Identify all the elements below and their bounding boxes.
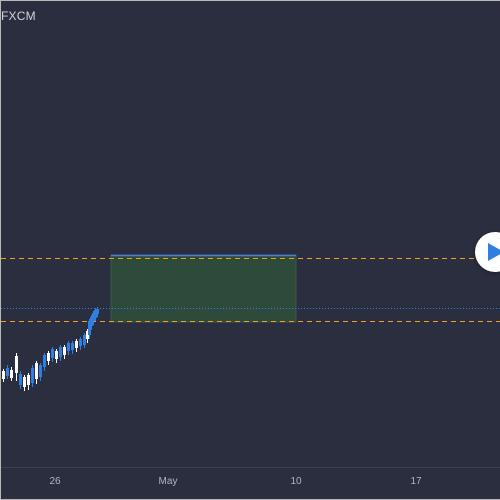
target-zone: [110, 254, 297, 323]
candle-body: [6, 368, 9, 376]
candle-body: [90, 317, 93, 326]
candle-body: [75, 341, 78, 348]
candle-body: [96, 309, 99, 314]
candle-body: [19, 374, 22, 385]
candle-body: [39, 365, 42, 377]
time-tick-1: 26: [49, 476, 61, 487]
candle-body: [88, 321, 91, 335]
play-button[interactable]: [475, 232, 500, 272]
symbol-label: FXCM: [1, 9, 36, 23]
candle-body: [2, 371, 5, 379]
candle-body: [83, 335, 86, 345]
time-tick-4: 17: [410, 476, 422, 487]
time-tick-2: May: [158, 476, 178, 487]
candle-body: [23, 377, 26, 387]
candle-body: [63, 347, 66, 355]
time-tick-3: 10: [290, 476, 302, 487]
time-axis: 26 May 10 17: [1, 467, 500, 499]
candle-body: [10, 370, 13, 378]
candle-body: [51, 349, 54, 358]
candle-body: [86, 331, 89, 339]
candle-body: [35, 363, 38, 379]
candles-group: [2, 307, 99, 391]
candle-body: [47, 353, 50, 361]
candle-body: [31, 368, 34, 383]
candle-body: [79, 339, 82, 346]
price-plot: [1, 254, 500, 391]
candle-body: [94, 310, 97, 318]
candle-body: [27, 375, 30, 385]
candle-body: [67, 343, 70, 351]
play-icon: [488, 243, 500, 261]
candle-body: [15, 356, 18, 373]
candle-body: [55, 351, 58, 359]
candle-body: [43, 355, 46, 367]
candle-body: [59, 347, 62, 357]
candle-body: [92, 313, 95, 321]
candle-body: [71, 343, 74, 350]
